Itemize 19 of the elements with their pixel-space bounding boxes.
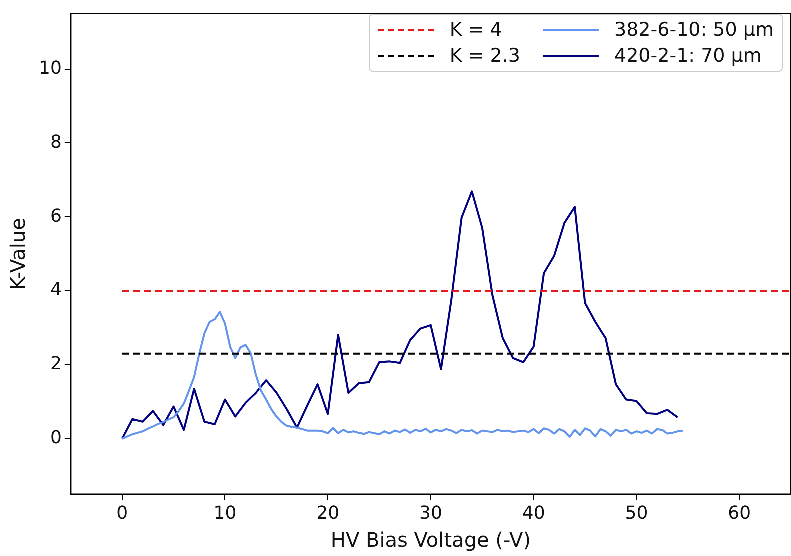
x-tick-label: 0 (116, 502, 128, 524)
x-tick-label: 50 (625, 502, 648, 524)
legend-label: 382-6-10: 50 μm (614, 19, 774, 41)
y-axis-title: K-Value (6, 218, 30, 290)
x-tick-label: 40 (522, 502, 546, 524)
legend-label: K = 4 (450, 19, 502, 41)
x-tick-label: 30 (420, 502, 442, 524)
y-tick-label: 4 (50, 280, 62, 301)
x-tick-label: 10 (214, 502, 237, 524)
y-tick-label: 6 (50, 206, 62, 227)
y-tick-label: 2 (50, 354, 62, 375)
y-tick-label: 0 (50, 428, 62, 449)
y-tick-label: 8 (50, 132, 62, 153)
legend-label: 420-2-1: 70 μm (614, 45, 762, 67)
legend-label: K = 2.3 (450, 45, 520, 67)
x-tick-label: 60 (728, 502, 752, 524)
x-tick-label: 20 (316, 502, 340, 524)
y-tick-label: 10 (39, 58, 62, 79)
x-axis-title: HV Bias Voltage (-V) (330, 528, 532, 552)
